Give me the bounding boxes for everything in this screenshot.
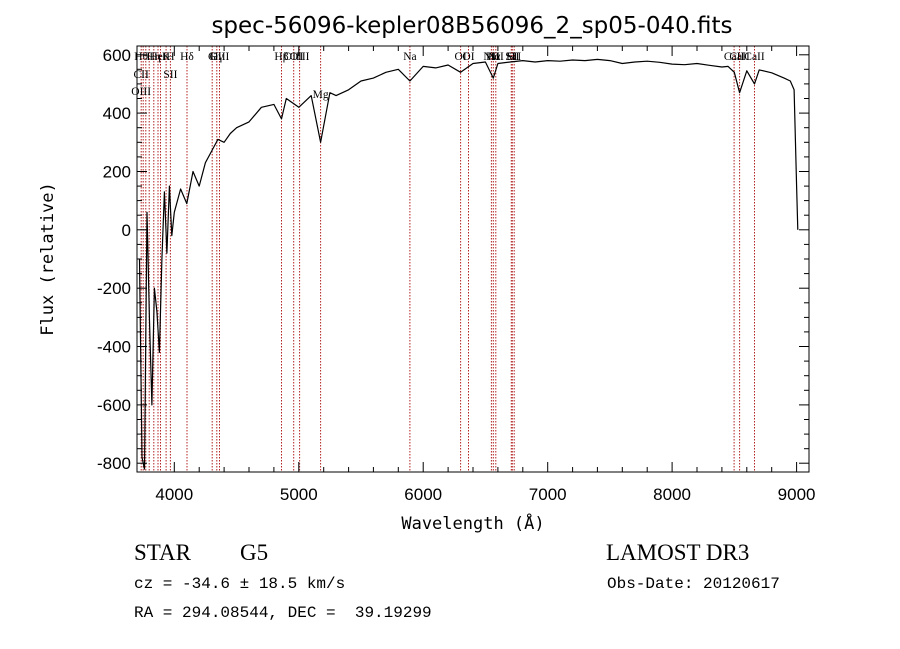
line-markers [140,46,755,472]
y-tick-label: 200 [103,163,131,182]
x-tick-label: 6000 [404,485,442,504]
line-label: HeI [149,51,166,63]
y-tick-label: -400 [97,338,131,357]
spectrum-series [138,58,799,470]
obs-date: Obs-Date: 20120617 [607,575,780,593]
line-label: CaII [744,51,765,63]
survey-name: LAMOST DR3 [606,540,750,565]
line-label: Mg [313,89,329,101]
redshift-text: cz = -34.6 ± 18.5 km/s [134,575,346,593]
line-label: SII [507,51,521,63]
line-label: Hθ [134,51,148,63]
line-label: OIII [284,51,304,63]
line-label: NII [488,51,504,63]
line-label: CaII [729,51,750,63]
x-tick-label: 4000 [155,485,193,504]
line-label: Hγ [210,51,223,63]
line-label: K [162,51,171,63]
line-label: Hβ [274,51,288,63]
line-label: NII [483,51,499,63]
y-tick-label: 0 [122,221,131,240]
y-tick-label: 400 [103,104,131,123]
line-label: CaII [724,51,745,63]
y-tick-label: -800 [97,454,131,473]
line-label: Hα [486,51,500,63]
object-subclass: G5 [240,540,269,565]
object-type: STAR [134,540,191,565]
y-tick-label: -600 [97,396,131,415]
x-tick-label: 7000 [529,485,567,504]
line-label: OI [455,51,467,63]
y-tick-label: -200 [97,279,131,298]
spectrum-line [138,58,799,470]
x-axis-label: Wavelength (Å) [401,512,544,534]
x-tick-label: 8000 [653,485,691,504]
line-label: OIII [131,86,151,98]
chart-title: spec-56096-kepler08B56096_2_sp05-040.fit… [211,13,732,39]
line-label: OI [462,51,474,63]
axis-ticks: 4000 5000 6000 7000 8000 9000-800-600-400-200… [97,46,816,504]
line-label: H [166,51,174,63]
line-label: OIII [290,51,310,63]
y-tick-label: 600 [103,46,131,65]
x-tick-label: 9000 [778,485,816,504]
line-label: Li [506,51,516,63]
line-label: Na [403,51,416,63]
plot-frame [136,45,810,473]
line-label: G [208,51,216,63]
line-label: SII [163,69,177,81]
y-axis-label: Flux (relative) [38,182,58,336]
line-label: OIII [210,51,230,63]
line-label: Hδ [180,51,194,63]
coordinates: RA = 294.08544, DEC = 39.19299 [134,604,432,622]
line-label: SII [505,51,519,63]
line-label: Hη [147,51,161,63]
line-label: CII [134,69,150,81]
x-tick-label: 5000 [280,485,318,504]
